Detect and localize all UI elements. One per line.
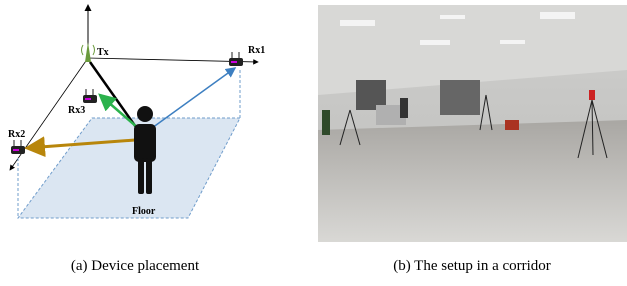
photo	[318, 5, 627, 242]
caption: (b) The setup in a corridor	[393, 258, 551, 274]
caption: (a) Device placement	[71, 258, 200, 274]
router	[11, 140, 25, 154]
router	[229, 52, 243, 66]
label: Rx2	[8, 129, 25, 140]
floor-plane	[18, 118, 240, 218]
label: Tx	[97, 47, 109, 58]
tx-device	[82, 42, 95, 62]
figure: Tx Rx1 Rx2 Rx3 Floor (a) Device placemen…	[0, 0, 627, 281]
diagram: Tx Rx1 Rx2 Rx3 Floor	[8, 5, 265, 218]
label: Rx3	[68, 105, 85, 116]
label: Rx1	[248, 45, 265, 56]
router	[83, 89, 97, 103]
label: Floor	[132, 206, 156, 217]
